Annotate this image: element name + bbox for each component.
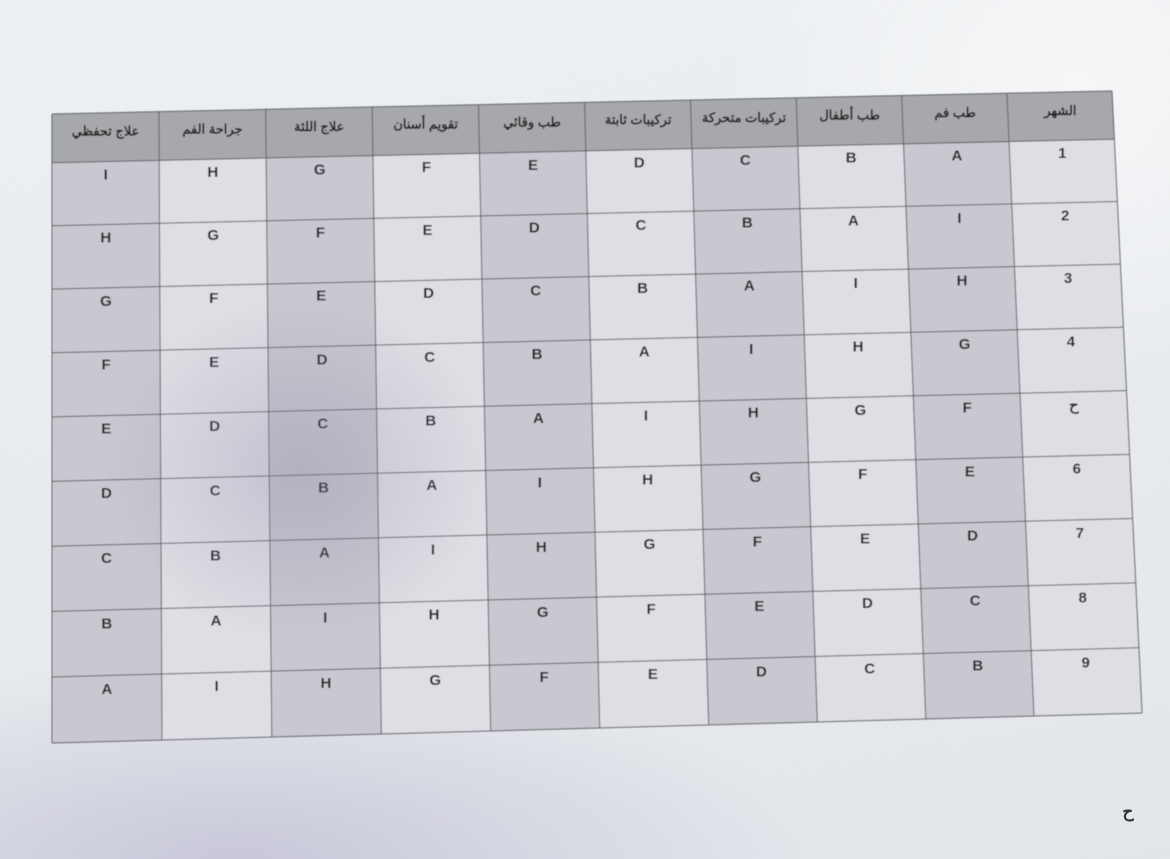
svg-text:ح: ح xyxy=(1122,802,1135,822)
